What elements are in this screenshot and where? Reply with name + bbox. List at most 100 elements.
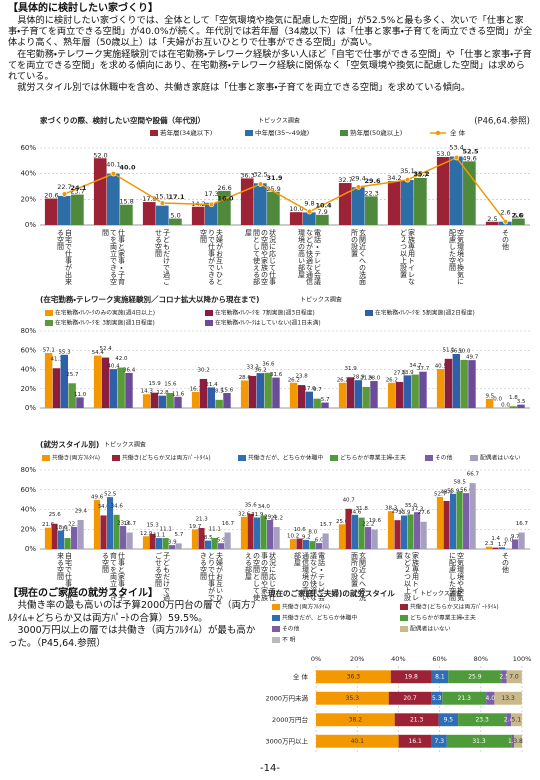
legend-swatch (272, 637, 280, 643)
x-tick-label: 0% (311, 655, 321, 663)
bar-segment (442, 691, 487, 705)
value-label: 7.0 (509, 673, 519, 680)
bar (463, 161, 476, 225)
bar (456, 491, 463, 549)
legend-swatch (112, 455, 120, 461)
legend-swatch (45, 310, 53, 316)
bar (150, 392, 159, 408)
bar (394, 520, 401, 549)
value-label: 36.7 (413, 171, 427, 179)
value-label: 19.8 (404, 673, 418, 680)
bar (313, 398, 321, 408)
value-label: 25.7 (66, 372, 79, 378)
bar (411, 374, 419, 408)
value-label: 66.7 (467, 472, 480, 478)
chart-source: トピックス調査 (104, 441, 146, 449)
value-label: 34.7 (409, 363, 422, 369)
legend-label: 在宅勤務・ﾃﾚﾜｰｸはしていない(週1日未満) (215, 319, 321, 327)
chart-title: (就労スタイル別) (40, 439, 99, 449)
paragraph: 3000万円以上の層では共働き（両方ﾌﾙﾀｲﾑ）が最も高かった。（P45,64.… (8, 625, 256, 649)
bar (100, 515, 107, 549)
value-label: 10.4 (316, 202, 333, 210)
legend-label: 在宅勤務・ﾃﾚﾜｰｸを 7割実施(週3日程度) (215, 309, 315, 317)
bar (240, 178, 254, 225)
bar (162, 538, 169, 549)
value-label: 53.0 (436, 150, 450, 158)
value-label: 56.1 (450, 349, 462, 355)
x-tick-label: 電話・テレビ会議などが快適な通信環境の高い部屋 (293, 552, 326, 601)
bar-segment (316, 734, 399, 748)
bar (106, 173, 120, 225)
bar (346, 377, 355, 408)
value-label: 11.1 (62, 527, 74, 533)
value-label: 26.2 (337, 377, 349, 383)
value-label: 2.6 (512, 212, 524, 220)
x-tick-label: 家族専用トイレなど２つ以上設置 (395, 552, 420, 601)
bar (76, 397, 84, 408)
value-label: 10.6 (294, 527, 307, 533)
value-label: 1.8 (509, 395, 518, 401)
legend-swatch (150, 130, 158, 136)
bar (117, 367, 125, 408)
bar (449, 156, 463, 225)
bar (316, 214, 329, 225)
value-label: 48.6 (441, 490, 454, 496)
value-label: 15.8 (119, 198, 133, 206)
value-label: 40.4 (107, 364, 120, 370)
legend-label: 共働き(どちらか又は両方ﾊﾟｰﾄﾀｲﾑ) (410, 603, 499, 611)
bar (175, 543, 182, 549)
line-point (355, 184, 362, 190)
bar (512, 218, 525, 225)
legend-swatch (470, 455, 478, 461)
bar (289, 212, 303, 225)
bar (71, 526, 78, 549)
legend-swatch (272, 626, 280, 632)
value-label: 17.9 (142, 195, 156, 203)
x-tick-label-box: その他 (502, 229, 510, 250)
y-tick-label: 3000万円以上 (265, 736, 308, 745)
value-label: 41.3 (51, 357, 64, 363)
bar (223, 392, 231, 408)
value-label: 40.1 (106, 161, 120, 169)
chart-title: 家づくりの際、検討したい空間や設備（年代別） (40, 115, 205, 125)
value-label: 31.3 (472, 738, 486, 745)
value-label: 2.6 (500, 209, 510, 217)
legend-label: 共働き(どちらか又は両方ﾊﾟｰﾄﾀｲﾑ) (122, 454, 211, 462)
bar (407, 514, 414, 549)
bar (469, 483, 476, 549)
bar-segment (431, 734, 447, 748)
x-tick-label-box: 状況に応じて仕事の空間や家族の空間として使える部屋 (245, 552, 277, 601)
bar (155, 205, 169, 225)
value-label: 16.7 (516, 521, 529, 527)
bar (101, 357, 110, 408)
bar (57, 195, 71, 225)
value-label: 31.9 (267, 174, 284, 182)
bar (365, 527, 372, 549)
paragraph: 具体的に検討したい家づくりでは、全体として「空気環境や換気に配慮した空間」が52… (8, 15, 533, 49)
value-label: 21.3 (410, 716, 424, 723)
bar-segment (511, 734, 515, 748)
value-label: 17.1 (169, 193, 186, 201)
bar (204, 540, 212, 549)
bar (272, 377, 280, 408)
value-label: 49.6 (462, 154, 476, 162)
bar (492, 547, 499, 549)
value-label: 29.4 (75, 508, 88, 514)
value-label: 37.7 (417, 366, 430, 372)
value-label: 17.3 (204, 190, 218, 198)
bar (296, 538, 303, 549)
value-label: 30.2 (198, 367, 210, 373)
value-label: 31.6 (270, 372, 283, 378)
section-title: 【現在のご家庭の就労スタイル】 (8, 588, 158, 599)
value-label: 23.8 (296, 374, 309, 380)
bar (93, 355, 102, 408)
bar-segment (448, 670, 502, 684)
value-label: 49.6 (91, 495, 104, 501)
value-label: 55.9 (447, 488, 460, 494)
bar (436, 369, 445, 408)
value-label: 16.1 (409, 738, 423, 745)
value-label: 35.3 (346, 695, 360, 702)
bar (142, 536, 150, 549)
x-tick-label: その他 (501, 552, 510, 573)
value-label: 23.3 (117, 520, 130, 526)
